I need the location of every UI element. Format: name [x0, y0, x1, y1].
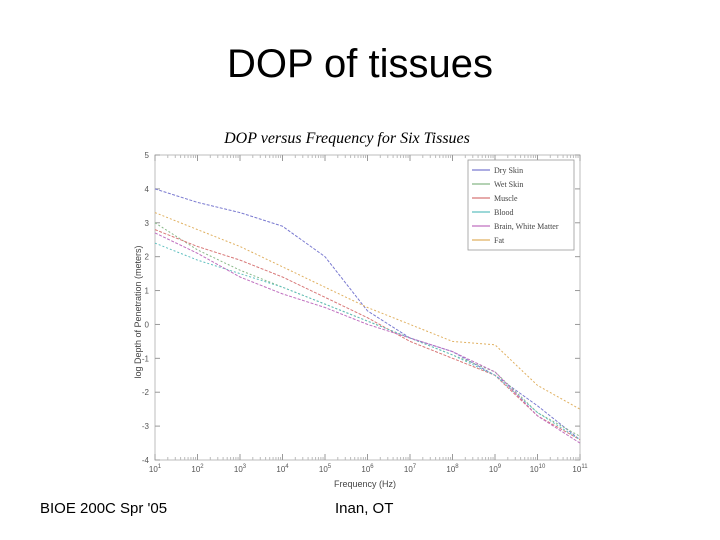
series-line-5	[154, 232, 581, 444]
series-line-2	[154, 222, 581, 437]
legend: Dry Skin Wet Skin Muscle Blood Brain, White …	[467, 159, 575, 251]
series-line-1	[154, 188, 581, 441]
x-tick-label: 1011	[572, 464, 588, 474]
x-axis-label: Frequency (Hz)	[334, 479, 396, 489]
x-tick-label: 104	[276, 464, 289, 474]
y-tick-label: 2	[145, 253, 150, 262]
x-tick-label: 101	[149, 464, 162, 474]
y-tick-label: 1	[145, 287, 150, 296]
series-lines	[154, 188, 581, 444]
series-line-3	[154, 229, 581, 441]
legend-label: Blood	[494, 208, 514, 217]
x-tick-label: 109	[489, 464, 502, 474]
legend-label: Muscle	[494, 194, 518, 203]
x-tick-label: 107	[404, 464, 417, 474]
x-tick-label: 103	[234, 464, 247, 474]
legend-label: Dry Skin	[494, 166, 523, 175]
y-axis-label: log Depth of Penetration (meters)	[133, 245, 143, 378]
footer-course: BIOE 200C Spr '05	[40, 500, 168, 517]
y-tick-label: -4	[142, 456, 150, 465]
series-line-4	[154, 242, 581, 441]
x-tick-label: 106	[361, 464, 374, 474]
y-tick-label: 3	[145, 219, 150, 228]
x-tick-label: 102	[191, 464, 204, 474]
y-tick-label: 0	[145, 320, 150, 329]
x-tick-label: 108	[446, 464, 459, 474]
footer-author: Inan, OT	[335, 500, 394, 517]
x-tick-label: 1010	[530, 464, 546, 474]
chart-title: DOP versus Frequency for Six Tissues	[223, 130, 470, 147]
y-tick-label: -1	[142, 354, 150, 363]
y-tick-label: 5	[145, 151, 150, 160]
legend-label: Fat	[494, 236, 505, 245]
slide-title: DOP of tissues	[226, 42, 494, 86]
y-tick-label: -2	[142, 388, 150, 397]
y-tick-label: 4	[145, 185, 150, 194]
series-line-6	[154, 212, 581, 410]
legend-label: Brain, White Matter	[494, 222, 559, 231]
y-tick-label: -3	[142, 422, 150, 431]
x-tick-label: 105	[319, 464, 332, 474]
legend-box	[467, 159, 575, 251]
legend-label: Wet Skin	[494, 180, 523, 189]
